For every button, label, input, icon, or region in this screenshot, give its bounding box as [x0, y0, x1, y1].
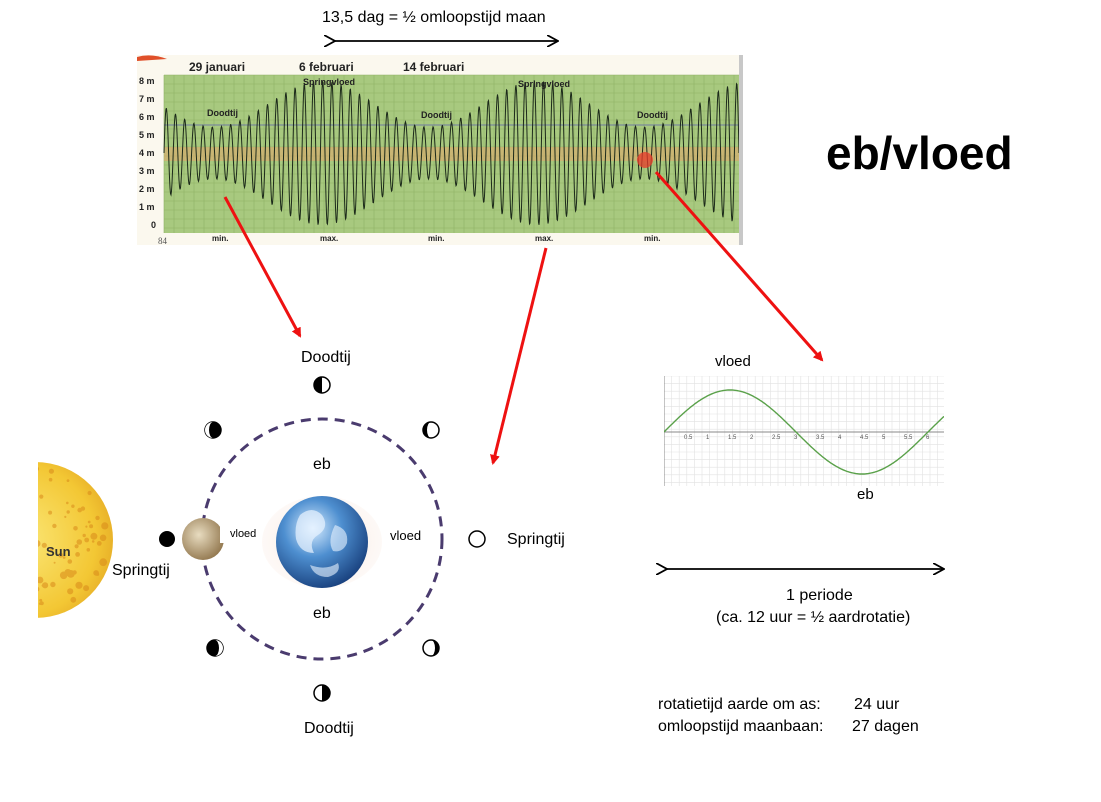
- sine-x-tick: 2.5: [772, 435, 781, 441]
- fact-orbit-label: omloopstijd maanbaan:: [658, 718, 824, 735]
- sun-label: Sun: [46, 544, 71, 559]
- y-tick: 5 m: [139, 130, 155, 140]
- sine-x-tick: 6: [926, 435, 930, 441]
- x-mark: min.: [428, 234, 444, 243]
- sun: Sun: [0, 440, 113, 640]
- doodtij-label: Doodtij: [637, 110, 668, 120]
- half-orbit-span-label: 13,5 dag = ½ omloopstijd maan: [322, 9, 546, 26]
- moon-phase-full: [468, 530, 486, 548]
- doodtij-top-label: Doodtij: [301, 349, 351, 366]
- period-note: (ca. 12 uur = ½ aardrotatie): [716, 609, 911, 626]
- y-tick: 4 m: [139, 148, 155, 158]
- eb-top-label: eb: [313, 456, 331, 473]
- y-tick: 1 m: [139, 202, 155, 212]
- x-mark: min.: [644, 234, 660, 243]
- fact-rotation-value: 24 uur: [854, 696, 900, 713]
- moon: [182, 518, 224, 560]
- arrow-doodtij: [223, 196, 302, 338]
- sine-x-tick: 4.5: [860, 435, 869, 441]
- sine-x-tick: 1: [706, 435, 710, 441]
- moon-phase-bottom-right: [422, 639, 440, 657]
- y-tick: 2 m: [139, 184, 155, 194]
- doodtij-bottom-label: Doodtij: [304, 720, 354, 737]
- y-tick: 7 m: [139, 94, 155, 104]
- sine-curve: [664, 389, 944, 475]
- date-label: 6 februari: [299, 60, 354, 74]
- sine-chart: 0.5 1 1.5 2 2.5 3 3.5 4 4.5 5 5.5 6: [664, 376, 944, 486]
- sine-x-tick: 2: [750, 435, 754, 441]
- y-tick: 6 m: [139, 112, 155, 122]
- date-label: 29 januari: [189, 60, 245, 74]
- tide-trace: [163, 79, 740, 226]
- springvloed-label: Springvloed: [303, 77, 355, 87]
- vloed-right-label: vloed: [390, 528, 422, 543]
- fact-orbit-value: 27 dagen: [852, 718, 919, 735]
- doodtij-label: Doodtij: [207, 108, 238, 118]
- springtij-right-label: Springtij: [507, 531, 565, 548]
- springvloed-label: Springvloed: [518, 79, 570, 89]
- tide-chart: 8 m 7 m 6 m 5 m 4 m 3 m 2 m 1 m 0 29 jan…: [137, 55, 743, 245]
- doodtij-label: Doodtij: [421, 110, 452, 120]
- sine-x-tick: 4: [838, 435, 842, 441]
- period-label: 1 periode: [786, 587, 853, 604]
- sine-x-tick: 5: [882, 435, 886, 441]
- earth: [276, 496, 368, 588]
- arrow-period: [654, 171, 824, 362]
- moon-phase-top-left: [204, 421, 222, 439]
- moon-phase-top: [313, 376, 331, 394]
- highlight-dot: [637, 152, 653, 168]
- x-mark: min.: [212, 234, 228, 243]
- moon-phase-new: [159, 531, 175, 547]
- sine-crest-label: vloed: [715, 353, 751, 370]
- springtij-left-label: Springtij: [112, 562, 170, 579]
- page-number: 84: [158, 236, 168, 245]
- x-mark: max.: [320, 234, 338, 243]
- eb-bottom-label: eb: [313, 605, 331, 622]
- moon-phase-bottom: [313, 684, 331, 702]
- arrow-springtij: [490, 247, 548, 465]
- moon-phase-bottom-left: [206, 639, 224, 657]
- moon-phase-top-right: [422, 421, 440, 439]
- sine-x-tick: 3: [794, 435, 798, 441]
- sine-trough-label: eb: [857, 486, 874, 503]
- sine-x-tick: 5.5: [904, 435, 913, 441]
- page-title: eb/vloed: [826, 127, 1013, 179]
- y-tick: 0: [151, 220, 156, 230]
- vloed-left-label: vloed: [220, 525, 263, 543]
- date-label: 14 februari: [403, 60, 464, 74]
- sine-x-tick: 0.5: [684, 435, 693, 441]
- sine-x-tick: 1.5: [728, 435, 737, 441]
- y-tick: 8 m: [139, 76, 155, 86]
- fact-rotation-label: rotatietijd aarde om as:: [658, 696, 821, 713]
- sine-x-tick: 3.5: [816, 435, 825, 441]
- y-tick: 3 m: [139, 166, 155, 176]
- x-mark: max.: [535, 234, 553, 243]
